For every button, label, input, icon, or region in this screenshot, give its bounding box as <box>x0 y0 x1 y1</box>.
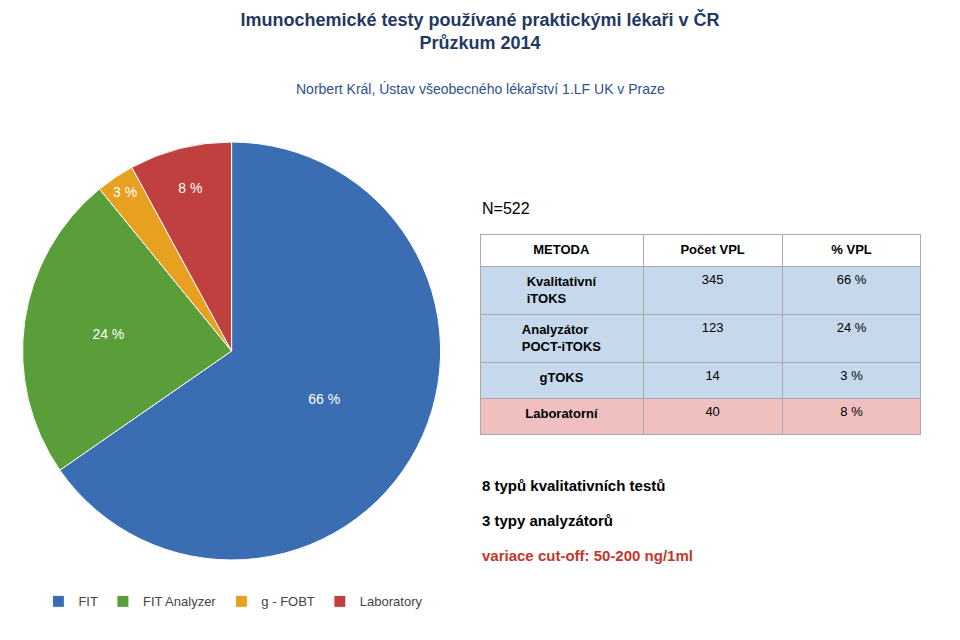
svg-text:3 typy analyzátorů: 3 typy analyzátorů <box>482 512 613 529</box>
svg-text:8 %: 8 % <box>840 404 863 419</box>
svg-text:gTOKS: gTOKS <box>540 370 584 385</box>
svg-text:345: 345 <box>702 272 724 287</box>
svg-text:24 %: 24 % <box>92 326 124 342</box>
svg-text:3 %: 3 % <box>113 184 137 200</box>
svg-text:variace cut-off: 50-200 ng/1ml: variace cut-off: 50-200 ng/1ml <box>482 547 693 564</box>
svg-text:FIT Analyzer: FIT Analyzer <box>143 594 216 609</box>
svg-text:KvalitativníiTOKS: KvalitativníiTOKS <box>527 274 597 306</box>
svg-text:40: 40 <box>705 404 719 419</box>
svg-text:66 %: 66 % <box>837 272 867 287</box>
svg-text:METODA: METODA <box>533 242 590 257</box>
svg-text:8 %: 8 % <box>178 180 202 196</box>
svg-text:123: 123 <box>702 320 724 335</box>
svg-text:24 %: 24 % <box>837 320 867 335</box>
svg-text:Laboratorní: Laboratorní <box>525 406 598 421</box>
svg-text:14: 14 <box>705 368 719 383</box>
svg-text:FIT: FIT <box>78 594 98 609</box>
svg-text:8 typů kvalitativních testů: 8 typů kvalitativních testů <box>482 477 665 494</box>
svg-text:% VPL: % VPL <box>831 242 872 257</box>
svg-text:N=522: N=522 <box>482 200 530 217</box>
svg-text:Laboratory: Laboratory <box>360 594 423 609</box>
svg-text:Norbert Král, Ústav všeobecnéh: Norbert Král, Ústav všeobecného lékařstv… <box>296 81 665 97</box>
svg-text:AnalyzátorPOCT-iTOKS: AnalyzátorPOCT-iTOKS <box>522 322 602 354</box>
svg-text:Počet VPL: Počet VPL <box>680 242 744 257</box>
svg-text:66 %: 66 % <box>308 391 340 407</box>
svg-text:Imunochemické testy používané: Imunochemické testy používané praktickým… <box>240 9 719 53</box>
svg-text:3 %: 3 % <box>840 368 863 383</box>
svg-text:g - FOBT: g - FOBT <box>261 594 315 609</box>
